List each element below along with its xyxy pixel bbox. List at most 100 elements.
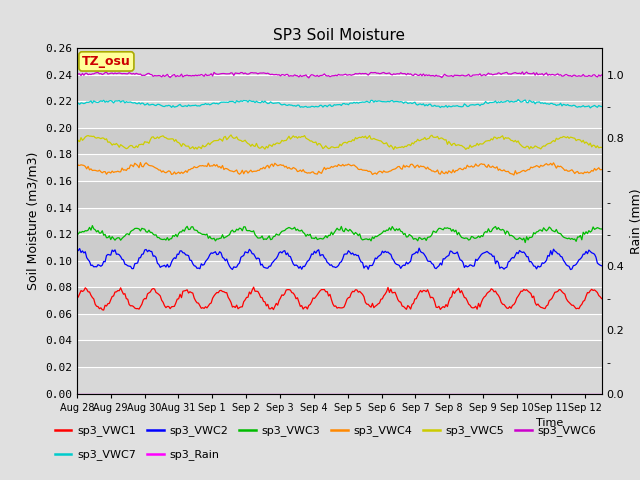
sp3_VWC3 <box>459 235 467 241</box>
Bar <box>77 48 602 74</box>
sp3_VWC7 <box>340 101 348 107</box>
sp3_VWC1 <box>100 307 108 313</box>
Bar <box>77 287 602 314</box>
sp3_VWC2 <box>589 251 597 256</box>
sp3_VWC7 <box>515 96 522 102</box>
sp3_Rain <box>73 391 81 396</box>
Y-axis label: Soil Moisture (m3/m3): Soil Moisture (m3/m3) <box>26 152 40 290</box>
sp3_VWC2 <box>459 260 467 265</box>
sp3_VWC3 <box>598 226 605 232</box>
sp3_VWC4 <box>251 168 259 174</box>
sp3_VWC1 <box>73 296 81 301</box>
Line: sp3_VWC3: sp3_VWC3 <box>77 226 602 242</box>
sp3_VWC1 <box>161 303 168 309</box>
sp3_VWC1 <box>589 288 597 293</box>
sp3_VWC2 <box>598 263 605 269</box>
Bar <box>77 155 602 181</box>
sp3_Rain <box>159 391 167 396</box>
Text: Time: Time <box>536 418 563 428</box>
sp3_Rain <box>598 391 605 396</box>
sp3_Rain <box>340 391 348 396</box>
sp3_VWC4 <box>136 160 144 166</box>
Line: sp3_VWC7: sp3_VWC7 <box>77 99 602 108</box>
Bar <box>77 128 602 155</box>
Legend: sp3_VWC1, sp3_VWC2, sp3_VWC3, sp3_VWC4, sp3_VWC5, sp3_VWC6: sp3_VWC1, sp3_VWC2, sp3_VWC3, sp3_VWC4, … <box>51 421 601 441</box>
sp3_VWC4 <box>73 160 81 166</box>
sp3_VWC3 <box>589 224 597 230</box>
sp3_VWC4 <box>598 167 605 172</box>
sp3_VWC2 <box>340 252 348 257</box>
sp3_Rain <box>586 391 594 396</box>
sp3_VWC6 <box>250 70 257 76</box>
sp3_Rain <box>458 391 465 396</box>
sp3_VWC4 <box>342 162 349 168</box>
sp3_VWC7 <box>598 104 605 109</box>
sp3_VWC5 <box>251 144 259 149</box>
sp3_VWC4 <box>589 168 597 174</box>
sp3_Rain <box>140 391 147 396</box>
sp3_VWC5 <box>342 140 349 145</box>
sp3_VWC2 <box>415 245 423 251</box>
sp3_VWC3 <box>141 226 148 232</box>
sp3_VWC5 <box>159 133 167 139</box>
Title: SP3 Soil Moisture: SP3 Soil Moisture <box>273 28 405 43</box>
Bar <box>77 181 602 207</box>
sp3_VWC4 <box>459 167 467 173</box>
sp3_VWC5 <box>589 142 597 148</box>
sp3_VWC6 <box>598 72 605 78</box>
Bar <box>77 261 602 287</box>
Bar <box>77 314 602 340</box>
sp3_VWC7 <box>73 102 81 108</box>
sp3_VWC7 <box>159 104 167 109</box>
sp3_VWC5 <box>227 132 235 138</box>
sp3_VWC6 <box>305 75 312 81</box>
sp3_VWC3 <box>342 226 349 231</box>
sp3_VWC3 <box>161 236 168 242</box>
Legend: sp3_VWC7, sp3_Rain: sp3_VWC7, sp3_Rain <box>51 445 223 465</box>
Line: sp3_VWC5: sp3_VWC5 <box>77 135 602 149</box>
Line: sp3_VWC6: sp3_VWC6 <box>77 72 602 78</box>
sp3_VWC6 <box>140 72 147 78</box>
sp3_VWC3 <box>73 230 81 236</box>
sp3_VWC7 <box>458 104 465 109</box>
Bar <box>77 340 602 367</box>
sp3_VWC6 <box>342 72 349 77</box>
sp3_VWC1 <box>598 296 605 301</box>
sp3_VWC5 <box>390 146 397 152</box>
sp3_VWC4 <box>161 169 168 175</box>
sp3_VWC2 <box>250 251 257 257</box>
sp3_VWC5 <box>461 144 468 150</box>
sp3_VWC1 <box>343 296 351 302</box>
sp3_VWC5 <box>598 144 605 150</box>
sp3_VWC5 <box>73 141 81 147</box>
sp3_VWC1 <box>250 284 257 290</box>
Bar <box>77 234 602 261</box>
Text: TZ_osu: TZ_osu <box>82 55 131 68</box>
sp3_VWC1 <box>141 296 148 301</box>
Line: sp3_VWC1: sp3_VWC1 <box>77 287 602 310</box>
Line: sp3_VWC4: sp3_VWC4 <box>77 163 602 175</box>
sp3_VWC5 <box>140 142 147 147</box>
sp3_VWC7 <box>586 105 594 111</box>
Bar <box>77 74 602 101</box>
sp3_VWC3 <box>251 232 259 238</box>
sp3_VWC1 <box>253 288 260 294</box>
Y-axis label: Rain (mm): Rain (mm) <box>630 188 640 253</box>
sp3_VWC7 <box>140 100 147 106</box>
sp3_Rain <box>250 391 257 396</box>
sp3_VWC1 <box>461 295 468 300</box>
sp3_VWC4 <box>510 172 518 178</box>
sp3_VWC6 <box>518 69 526 75</box>
sp3_VWC2 <box>73 248 81 254</box>
Bar <box>77 367 602 394</box>
sp3_VWC7 <box>589 103 597 109</box>
Bar <box>77 101 602 128</box>
Bar <box>77 207 602 234</box>
sp3_VWC3 <box>522 240 529 245</box>
sp3_VWC2 <box>566 267 574 273</box>
sp3_VWC6 <box>589 72 597 78</box>
sp3_VWC3 <box>88 223 96 228</box>
Line: sp3_VWC2: sp3_VWC2 <box>77 248 602 270</box>
sp3_VWC4 <box>141 161 148 167</box>
sp3_VWC6 <box>73 72 81 78</box>
